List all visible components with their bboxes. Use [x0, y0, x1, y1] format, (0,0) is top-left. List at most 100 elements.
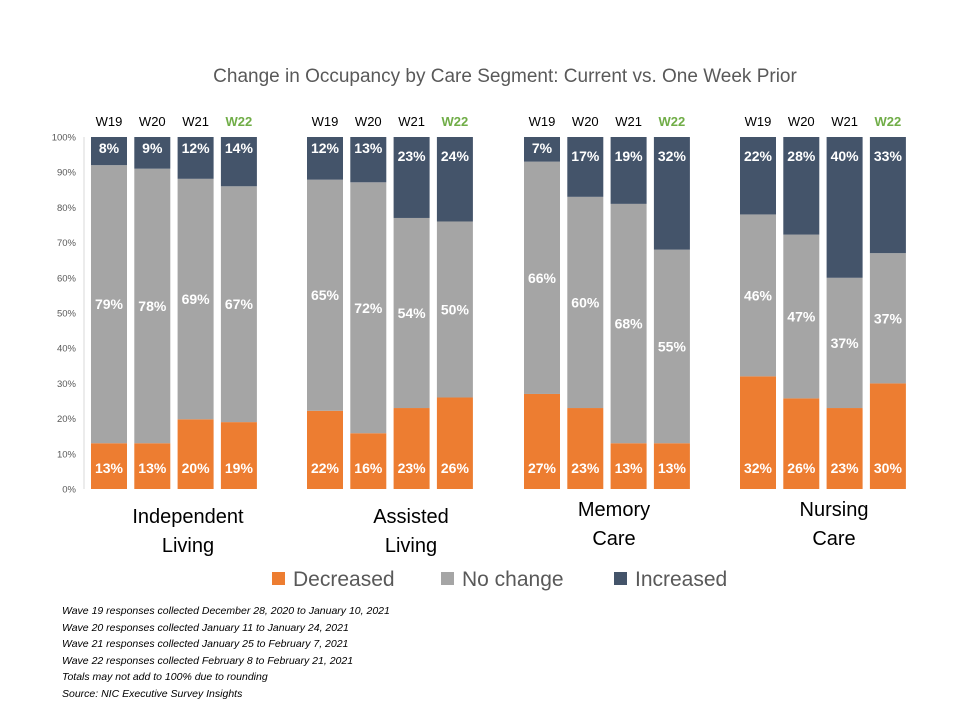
data-label-no-change: 60% — [571, 294, 600, 310]
bar-segment-no-change — [307, 179, 343, 411]
bar-segment-increased — [653, 137, 690, 250]
group-label-assisted-living: Living — [385, 535, 437, 557]
footnote-line: Totals may not add to 100% due to roundi… — [62, 671, 268, 684]
legend: Decreased No change Increased — [0, 568, 960, 596]
wave-label-w20: W20 — [788, 114, 815, 129]
bar-segment-no-change — [177, 178, 214, 420]
group-label-independent-living: Independent — [132, 506, 244, 528]
bar-segment-no-change — [393, 217, 430, 409]
bar-segment-decreased — [220, 422, 257, 489]
bar-segment-decreased — [393, 408, 430, 489]
bar-segment-increased — [524, 137, 560, 162]
legend-label-increased: Increased — [635, 568, 728, 591]
bar-segment-increased — [350, 137, 387, 183]
legend-item-increased: Increased — [614, 568, 727, 592]
data-label-no-change: 55% — [658, 338, 687, 354]
wave-label-w21: W21 — [831, 114, 858, 129]
bar-segment-no-change — [653, 249, 690, 444]
bar-segment-no-change — [524, 161, 560, 394]
data-label-decreased: 23% — [831, 460, 860, 476]
group-label-nursing-care: Care — [812, 528, 855, 550]
bar-segment-decreased — [350, 433, 387, 489]
data-label-decreased: 27% — [528, 460, 557, 476]
bar-segment-increased — [826, 137, 863, 278]
wave-label-w20: W20 — [139, 114, 166, 129]
legend-item-no-change: No change — [441, 568, 564, 592]
y-tick-label: 30% — [57, 379, 77, 390]
bar-segment-decreased — [524, 393, 560, 489]
bar-segment-increased — [610, 137, 647, 204]
bar-segment-decreased — [869, 383, 906, 489]
group-label-memory-care: Care — [592, 528, 635, 550]
bar-segment-no-change — [740, 214, 776, 377]
bar-segment-increased — [436, 137, 473, 222]
y-tick-label: 20% — [57, 414, 77, 425]
bar-segment-increased — [91, 137, 127, 166]
data-label-no-change: 67% — [225, 296, 254, 312]
data-label-increased: 32% — [658, 148, 687, 164]
y-tick-label: 0% — [62, 485, 76, 496]
data-label-no-change: 68% — [615, 316, 644, 332]
chart-title: Change in Occupancy by Care Segment: Cur… — [213, 66, 797, 87]
data-label-increased: 23% — [398, 148, 427, 164]
data-label-increased: 40% — [831, 148, 860, 164]
wave-label-w20: W20 — [355, 114, 382, 129]
bar-segment-no-change — [436, 221, 473, 398]
bar-segment-increased — [220, 137, 257, 187]
data-label-decreased: 32% — [744, 460, 773, 476]
legend-swatch-decreased — [272, 572, 285, 585]
data-label-decreased: 26% — [787, 460, 816, 476]
wave-label-w19: W19 — [529, 114, 556, 129]
legend-swatch-increased — [614, 572, 627, 585]
data-label-decreased: 26% — [441, 460, 470, 476]
bar-segment-decreased — [436, 397, 473, 489]
bar-segment-decreased — [783, 398, 820, 489]
wave-label-w22: W22 — [875, 114, 902, 129]
group-label-memory-care: Memory — [578, 499, 650, 521]
wave-label-w19: W19 — [745, 114, 772, 129]
group-label-assisted-living: Assisted — [373, 506, 449, 528]
wave-label-w21: W21 — [182, 114, 209, 129]
data-label-decreased: 13% — [138, 460, 167, 476]
bar-segment-decreased — [653, 443, 690, 489]
data-label-decreased: 13% — [615, 460, 644, 476]
data-label-decreased: 13% — [95, 460, 124, 476]
data-label-increased: 9% — [142, 140, 163, 156]
legend-item-decreased: Decreased — [272, 568, 395, 592]
footnote-line: Wave 19 responses collected December 28,… — [62, 605, 390, 617]
data-label-no-change: 37% — [874, 310, 903, 326]
data-label-increased: 12% — [182, 140, 211, 156]
wave-label-w21: W21 — [398, 114, 425, 129]
wave-label-w21: W21 — [615, 114, 642, 129]
footnote-line: Wave 20 responses collected January 11 t… — [62, 621, 349, 634]
wave-label-w22: W22 — [226, 114, 253, 129]
bar-segment-increased — [783, 137, 820, 235]
data-label-increased: 7% — [532, 140, 553, 156]
footnote-line: Source: NIC Executive Survey Insights — [62, 687, 243, 700]
bar-segment-increased — [567, 137, 604, 197]
data-label-increased: 12% — [311, 140, 340, 156]
bar-segment-increased — [307, 137, 343, 180]
bar-segment-no-change — [134, 168, 171, 444]
y-tick-label: 50% — [57, 309, 77, 320]
legend-swatch-no-change — [441, 572, 454, 585]
data-label-decreased: 23% — [398, 460, 427, 476]
data-label-no-change: 78% — [138, 298, 167, 314]
data-label-no-change: 65% — [311, 287, 340, 303]
data-label-decreased: 23% — [571, 460, 600, 476]
bar-segment-no-change — [220, 186, 257, 423]
wave-label-w22: W22 — [442, 114, 469, 129]
bar-segment-decreased — [740, 376, 776, 489]
data-label-decreased: 16% — [354, 460, 383, 476]
bar-segment-no-change — [610, 203, 647, 444]
data-label-no-change: 79% — [95, 296, 124, 312]
y-tick-label: 70% — [57, 238, 77, 249]
legend-label-no-change: No change — [462, 568, 564, 591]
bar-segment-no-change — [826, 277, 863, 409]
data-label-increased: 14% — [225, 140, 254, 156]
data-label-no-change: 72% — [354, 300, 383, 316]
footnotes: Wave 19 responses collected December 28,… — [62, 603, 390, 703]
bar-segment-increased — [134, 137, 171, 169]
data-label-decreased: 20% — [182, 460, 211, 476]
